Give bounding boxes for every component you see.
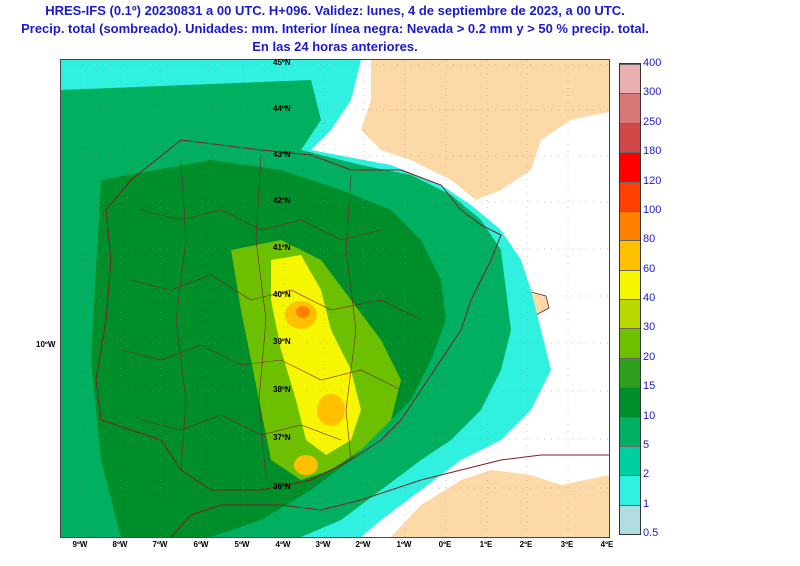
colorbar-segment <box>620 445 640 476</box>
colorbar-segment <box>620 240 640 270</box>
lat-label-43n: 43ºN <box>273 150 291 159</box>
colorbar-level-label: 40 <box>643 292 656 304</box>
colorbar-segment <box>620 64 640 94</box>
colorbar-segment <box>620 299 640 329</box>
graticule <box>61 60 609 537</box>
colorbar-level-label: 10 <box>643 409 656 422</box>
lat-label-40n: 40ºN <box>273 290 291 299</box>
lat-label-45n: 45ºN <box>273 58 291 67</box>
lon-label-3w: 3ºW <box>315 540 331 549</box>
colorbar-level-label: 80 <box>643 233 656 246</box>
lon-label-1e: 1ºE <box>479 540 493 549</box>
colorbar-level-label: 15 <box>643 380 656 393</box>
colorbar-level-label: 2 <box>643 468 650 481</box>
map-title-line-2: Precip. total (sombreado). Unidades: mm.… <box>21 21 649 36</box>
lon-label-6w: 6ºW <box>193 540 209 549</box>
colorbar-level-label: 60 <box>643 262 656 275</box>
lon-label-9w: 9ºW <box>72 540 88 549</box>
precip-colorbar <box>619 63 641 535</box>
colorbar-segment <box>620 122 640 153</box>
colorbar-segment <box>620 416 640 446</box>
colorbar-segment <box>620 152 640 182</box>
lon-label-0e: 0ºE <box>438 540 452 549</box>
precip-core-orange-3 <box>294 455 318 475</box>
colorbar-level-label: 400 <box>643 57 662 69</box>
colorbar-segment <box>620 210 640 241</box>
province-borders <box>120 154 422 481</box>
lon-label-3e: 3ºE <box>560 540 574 549</box>
colorbar-segment <box>620 475 640 505</box>
colorbar-segment <box>620 504 640 534</box>
lon-label-2e: 2ºE <box>519 540 533 549</box>
lon-label-5w: 5ºW <box>234 540 250 549</box>
lon-label-4e: 4ºE <box>600 540 614 549</box>
coastline-africa <box>170 454 609 537</box>
colorbar-level-label: 100 <box>643 203 662 216</box>
dry-land-africa <box>391 470 609 537</box>
dry-land-france <box>361 60 609 200</box>
colorbar-segment <box>620 328 640 358</box>
colorbar-level-label: 300 <box>643 86 662 99</box>
colorbar-level-label: 30 <box>643 321 656 334</box>
colorbar-level-label: 20 <box>643 350 656 363</box>
precipitation-map <box>60 59 610 538</box>
map-canvas <box>61 60 609 537</box>
lon-label-10w: 10ºW <box>36 340 56 349</box>
colorbar-level-label: 120 <box>643 174 662 187</box>
map-title-line-3: En las 24 horas anteriores. <box>252 39 418 54</box>
colorbar-segment <box>620 93 640 123</box>
lon-label-1w: 1ºW <box>396 540 412 549</box>
colorbar-level-label: 0.5 <box>643 527 659 539</box>
lat-label-37n: 37ºN <box>273 433 291 442</box>
lat-label-41n: 41ºN <box>273 243 291 252</box>
lat-label-44n: 44ºN <box>273 104 291 113</box>
colorbar-segment <box>620 387 640 417</box>
lat-label-36n: 36ºN <box>273 482 291 491</box>
lon-label-4w: 4ºW <box>275 540 291 549</box>
map-title-line-1: HRES-IFS (0.1º) 20230831 a 00 UTC. H+096… <box>45 3 625 18</box>
lon-label-8w: 8ºW <box>112 540 128 549</box>
colorbar-level-label: 1 <box>643 497 650 510</box>
colorbar-segment <box>620 181 640 211</box>
colorbar-level-label: 180 <box>643 145 662 158</box>
colorbar-level-label: 5 <box>643 438 650 451</box>
lat-label-42n: 42ºN <box>273 196 291 205</box>
precip-core-dark-orange <box>296 306 310 318</box>
colorbar-segment <box>620 269 640 299</box>
coastline-iberia <box>95 139 502 491</box>
lat-label-39n: 39ºN <box>273 337 291 346</box>
lon-label-7w: 7ºW <box>152 540 168 549</box>
colorbar-segment <box>620 357 640 388</box>
lon-label-2w: 2ºW <box>355 540 371 549</box>
precip-core-orange-2 <box>317 394 345 426</box>
colorbar-level-label: 250 <box>643 115 662 128</box>
lat-label-38n: 38ºN <box>273 385 291 394</box>
